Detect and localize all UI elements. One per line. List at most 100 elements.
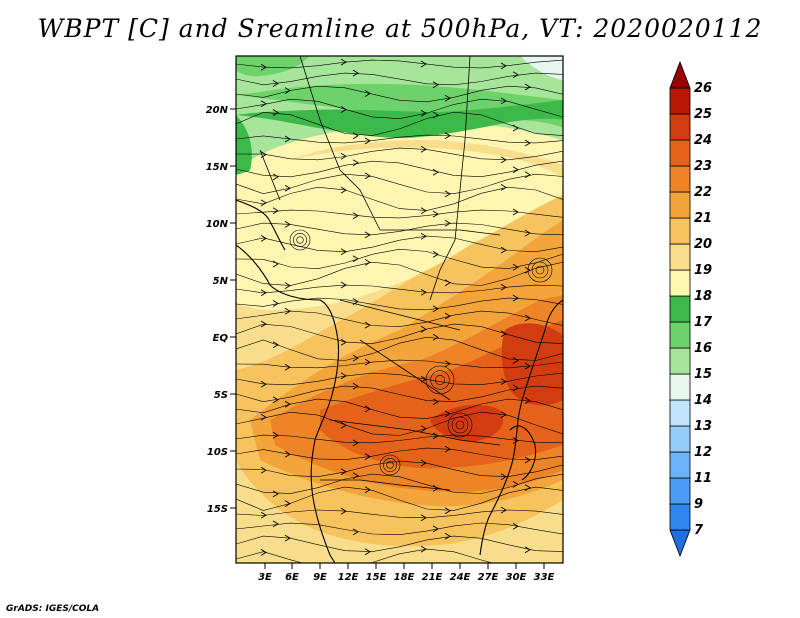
streamline-arrow xyxy=(512,263,519,271)
lon-label-21e: 21E xyxy=(422,572,443,583)
streamline-arrow xyxy=(340,152,347,160)
lat-label-15s: 15S xyxy=(207,504,228,515)
streamline-arrow xyxy=(524,546,531,554)
streamline-arrow xyxy=(352,354,359,362)
colorbar-cell xyxy=(669,295,691,323)
colorbar-cell xyxy=(669,503,691,531)
streamline-arrow xyxy=(524,229,531,237)
streamline-arrow xyxy=(352,472,359,480)
streamline-arrow xyxy=(420,60,427,68)
streamline-arrow xyxy=(524,484,531,491)
streamline-arrow xyxy=(500,506,507,514)
streamline-arrow xyxy=(500,62,507,70)
colorbar-level-label: 9 xyxy=(694,497,703,512)
colorbar-level-label: 25 xyxy=(694,107,712,122)
lon-label-12e: 12E xyxy=(338,572,359,583)
colorbar-level-label: 19 xyxy=(694,263,712,278)
colorbar-cell xyxy=(669,451,691,479)
streamline-arrow xyxy=(260,235,267,242)
streamline-arrow xyxy=(512,357,519,364)
streamline-arrow xyxy=(432,251,439,258)
lon-label-30e: 30E xyxy=(506,572,527,583)
grads-credit: GrADS: IGES/COLA xyxy=(6,604,100,614)
streamline-arrow xyxy=(260,289,267,297)
lon-label-6e: 6E xyxy=(285,572,299,583)
colorbar-cell xyxy=(669,113,691,141)
colorbar-cell xyxy=(669,243,691,271)
streamline-arrow xyxy=(420,232,427,240)
colorbar-cell xyxy=(669,191,691,219)
streamline-arrow xyxy=(340,248,347,256)
streamline-arrow xyxy=(272,520,279,528)
streamline-arrow xyxy=(500,246,507,254)
streamline-arrow xyxy=(500,283,507,291)
lon-label-27e: 27E xyxy=(478,572,499,583)
streamline-arrow xyxy=(524,456,531,464)
colorbar-level-label: 22 xyxy=(694,185,712,200)
streamline-arrow xyxy=(260,549,267,556)
streamline-eddy xyxy=(455,420,465,430)
streamline-arrow xyxy=(432,81,439,89)
colorbar-level-label: 15 xyxy=(694,367,712,382)
colorbar-level-label: 24 xyxy=(694,133,712,148)
streamline-arrow xyxy=(260,199,267,207)
lat-label-15n: 15N xyxy=(206,162,229,173)
streamline xyxy=(236,297,563,311)
streamline-arrow xyxy=(500,473,507,481)
streamline-arrow xyxy=(500,411,507,418)
streamline-arrow xyxy=(352,132,359,140)
colorbar-cell xyxy=(669,347,691,375)
streamline-arrow xyxy=(260,466,267,474)
streamline-arrow xyxy=(432,525,439,533)
streamline-arrow xyxy=(524,314,531,322)
coastlines xyxy=(236,199,563,563)
streamline-arrow xyxy=(284,307,291,315)
streamline-eddy xyxy=(430,370,450,390)
streamline-arrow xyxy=(420,459,427,467)
colorbar-cell xyxy=(669,165,691,193)
streamline-arrow xyxy=(524,266,531,274)
streamline-arrow xyxy=(420,288,427,296)
lon-label-15e: 15E xyxy=(366,572,387,583)
streamline-eddy xyxy=(447,412,473,438)
streamline-eddy xyxy=(386,461,394,469)
streamline-arrow xyxy=(524,362,531,370)
colorbar-cell xyxy=(669,425,691,453)
colorbar-cell xyxy=(669,217,691,245)
lat-label-20n: 20N xyxy=(206,105,229,116)
streamline-arrow xyxy=(512,208,519,216)
streamlines xyxy=(236,58,563,570)
streamline-arrow xyxy=(524,139,531,147)
colorbar-cell xyxy=(669,321,691,349)
lat-label-eq: EQ xyxy=(213,333,229,344)
streamline-arrow xyxy=(272,207,279,215)
streamline xyxy=(236,509,563,519)
streamline-arrow xyxy=(364,405,371,413)
colorbar-cell xyxy=(669,139,691,167)
streamline-arrow xyxy=(284,87,291,94)
streamline-arrow xyxy=(512,124,519,132)
lat-label-10s: 10S xyxy=(207,447,228,458)
streamline xyxy=(236,160,563,178)
streamline-arrow xyxy=(512,522,519,530)
streamline xyxy=(236,372,563,386)
streamline-arrow xyxy=(284,221,291,228)
streamline xyxy=(236,411,563,436)
streamline-eddy xyxy=(379,454,401,476)
streamline-arrow xyxy=(444,360,451,368)
colorbar-cell xyxy=(669,269,691,297)
streamline-arrow xyxy=(420,545,427,553)
streamline-eddy xyxy=(531,261,549,279)
colorbar-cell xyxy=(669,373,691,401)
streamline-arrow xyxy=(284,534,291,542)
streamline xyxy=(236,147,563,161)
streamline-arrow xyxy=(364,137,371,145)
streamline-arrow xyxy=(512,481,519,488)
colorbar-level-label: 26 xyxy=(694,81,712,96)
streamline-arrow xyxy=(284,363,291,371)
streamline-arrow xyxy=(501,564,506,570)
streamline-arrow xyxy=(340,507,347,515)
streamline-arrow xyxy=(272,341,279,349)
streamline-arrow xyxy=(352,159,359,167)
streamline-arrow xyxy=(444,219,451,227)
